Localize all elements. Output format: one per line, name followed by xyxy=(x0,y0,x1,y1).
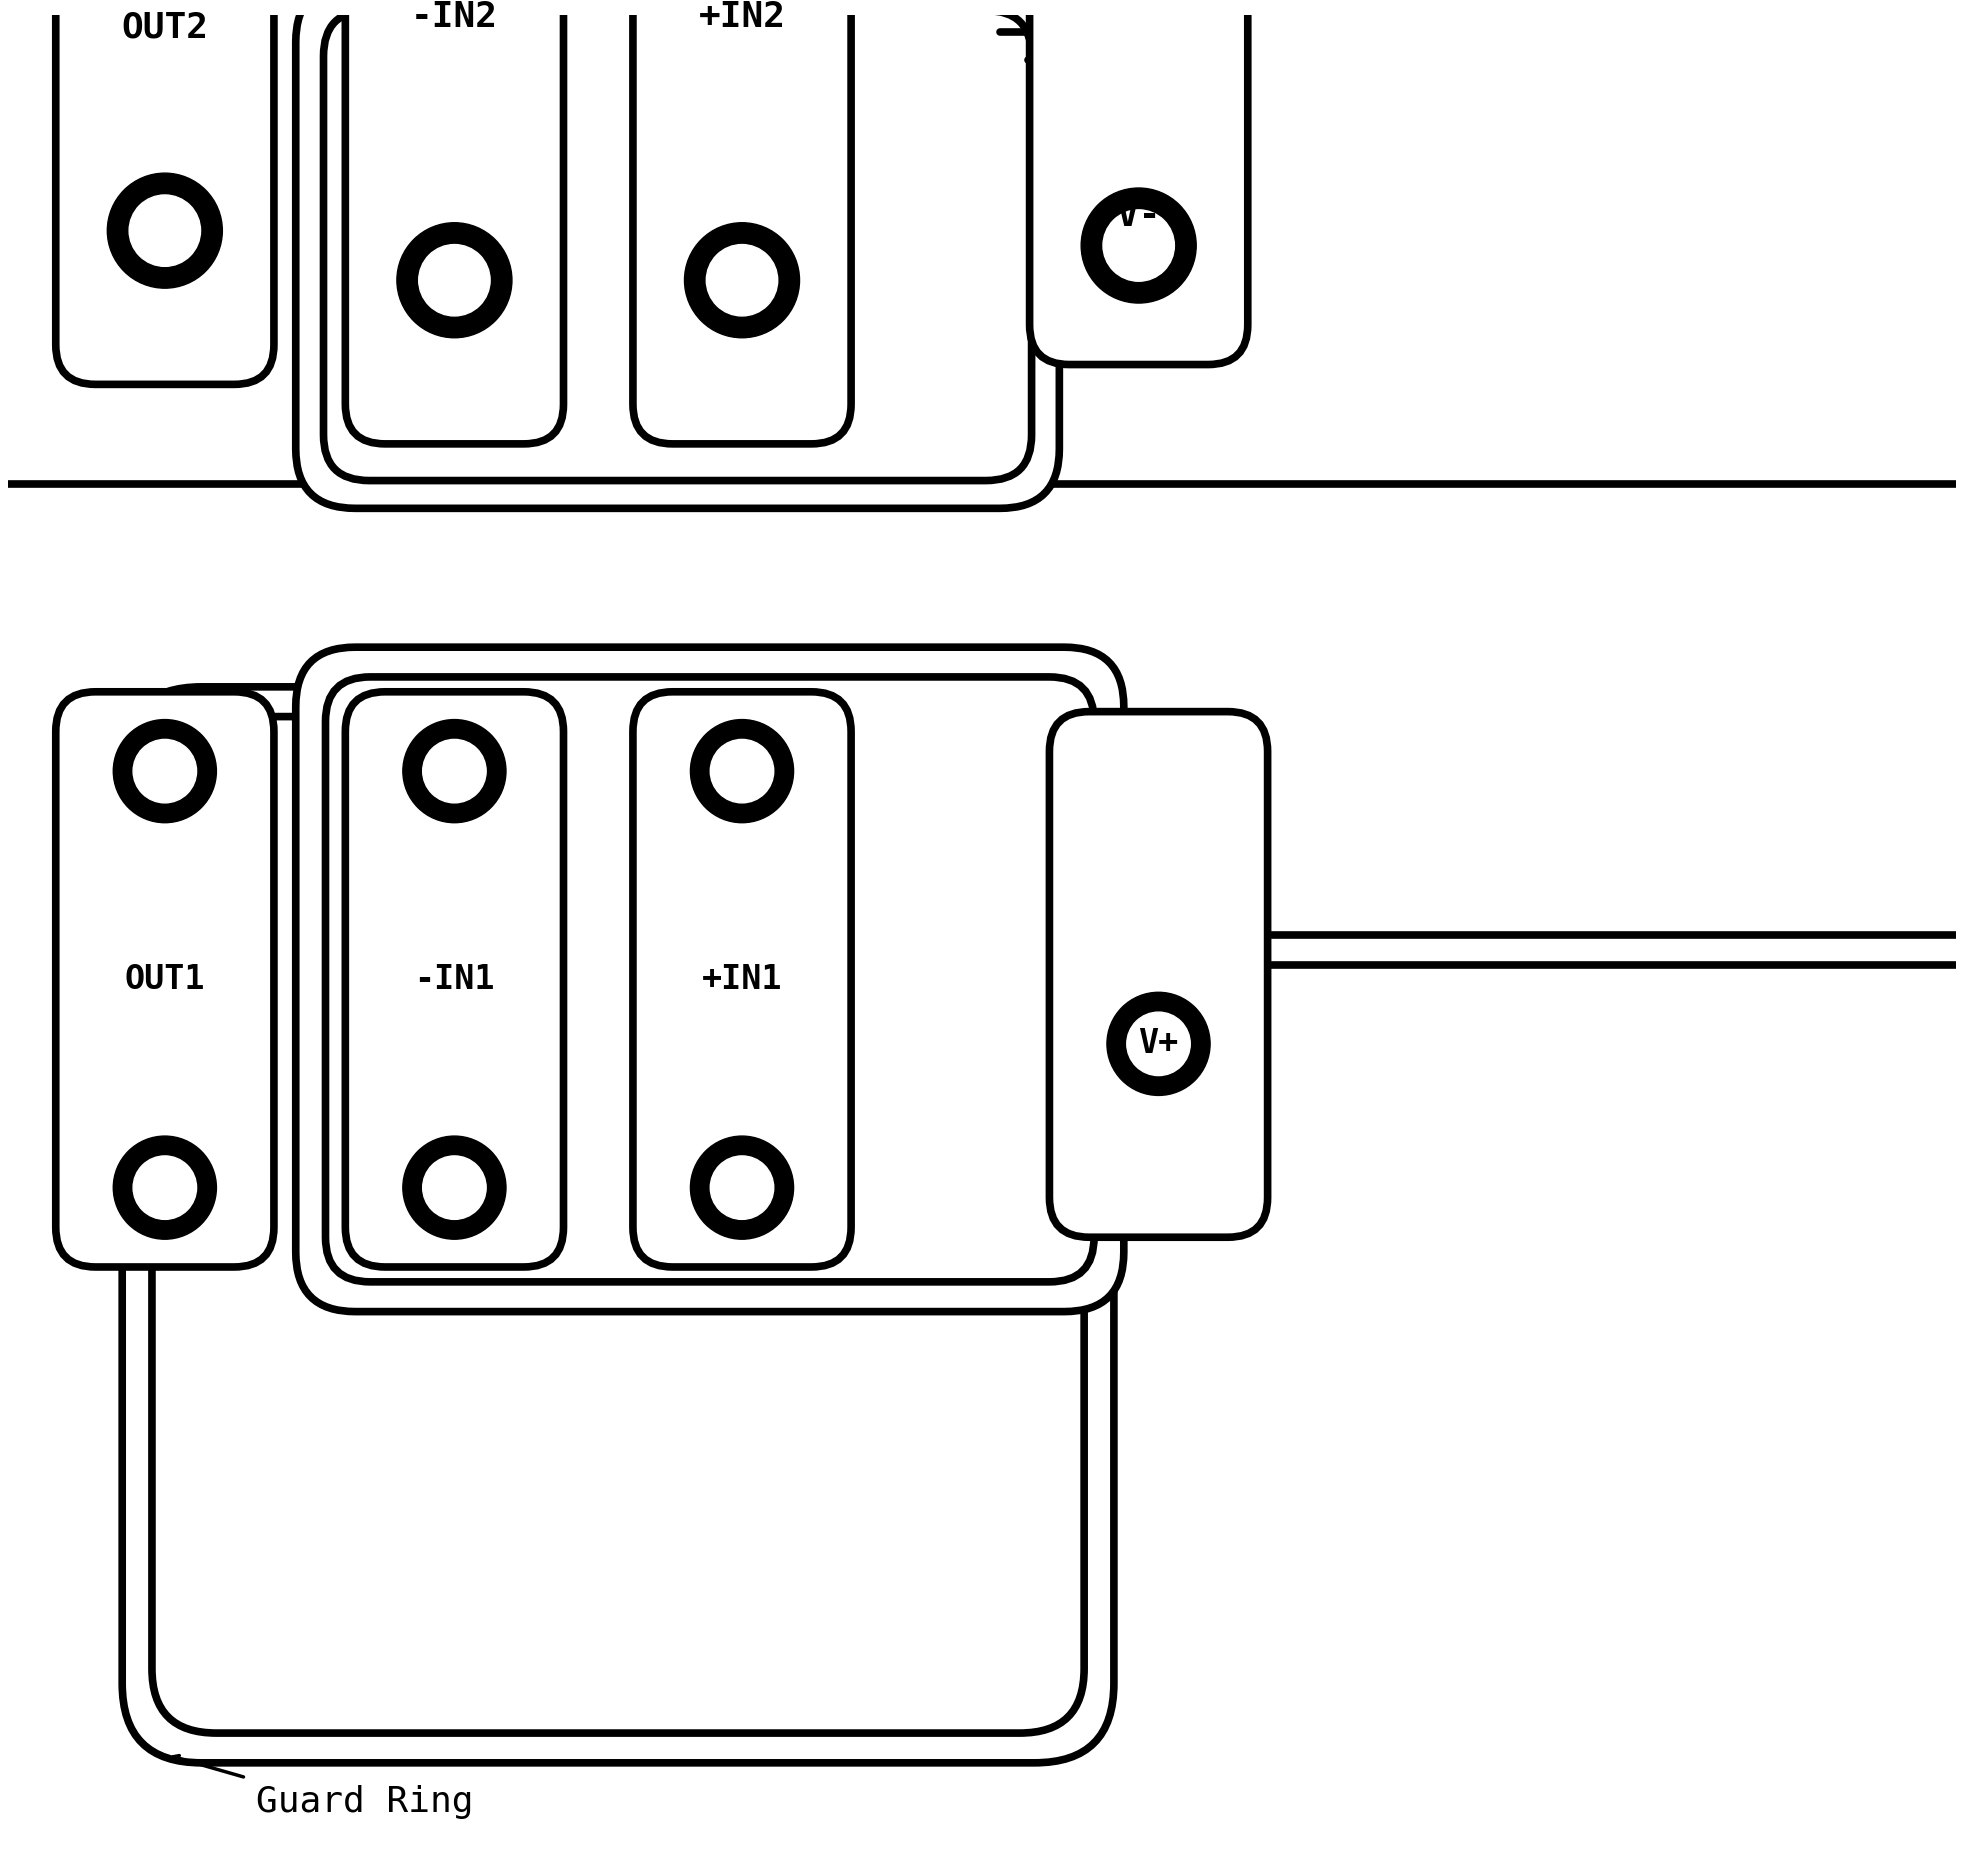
Circle shape xyxy=(397,223,513,337)
FancyBboxPatch shape xyxy=(346,693,564,1266)
FancyBboxPatch shape xyxy=(632,0,850,443)
FancyBboxPatch shape xyxy=(55,693,273,1266)
FancyBboxPatch shape xyxy=(1049,711,1267,1236)
Text: V+: V+ xyxy=(1139,1028,1178,1059)
FancyBboxPatch shape xyxy=(151,717,1084,1734)
FancyBboxPatch shape xyxy=(324,11,1031,480)
FancyBboxPatch shape xyxy=(632,693,850,1266)
Text: Guard Ring: Guard Ring xyxy=(255,1786,473,1819)
Text: +IN2: +IN2 xyxy=(699,0,786,34)
Text: OUT2: OUT2 xyxy=(122,11,208,45)
Circle shape xyxy=(134,739,196,803)
Circle shape xyxy=(134,1156,196,1220)
Circle shape xyxy=(1108,992,1210,1095)
Circle shape xyxy=(1127,1013,1190,1076)
Text: -IN1: -IN1 xyxy=(414,963,495,996)
Circle shape xyxy=(1104,210,1174,281)
Circle shape xyxy=(711,739,774,803)
FancyBboxPatch shape xyxy=(297,648,1123,1311)
Circle shape xyxy=(707,244,778,317)
Text: -IN2: -IN2 xyxy=(410,0,499,34)
Circle shape xyxy=(711,1156,774,1220)
Circle shape xyxy=(403,719,507,823)
FancyBboxPatch shape xyxy=(297,0,1059,508)
FancyBboxPatch shape xyxy=(346,0,564,443)
Text: OUT1: OUT1 xyxy=(124,963,204,996)
Circle shape xyxy=(130,196,200,266)
Circle shape xyxy=(422,1156,487,1220)
Circle shape xyxy=(691,719,793,823)
FancyBboxPatch shape xyxy=(55,0,273,384)
Circle shape xyxy=(685,223,799,337)
Circle shape xyxy=(108,173,222,289)
Circle shape xyxy=(418,244,491,317)
FancyBboxPatch shape xyxy=(1029,0,1247,365)
FancyBboxPatch shape xyxy=(122,687,1114,1763)
Circle shape xyxy=(114,719,216,823)
Text: +IN1: +IN1 xyxy=(701,963,782,996)
FancyBboxPatch shape xyxy=(326,678,1094,1281)
Circle shape xyxy=(691,1136,793,1240)
Circle shape xyxy=(403,1136,507,1240)
Circle shape xyxy=(422,739,487,803)
Circle shape xyxy=(1080,188,1196,304)
Text: V-: V- xyxy=(1118,199,1161,233)
Circle shape xyxy=(114,1136,216,1240)
